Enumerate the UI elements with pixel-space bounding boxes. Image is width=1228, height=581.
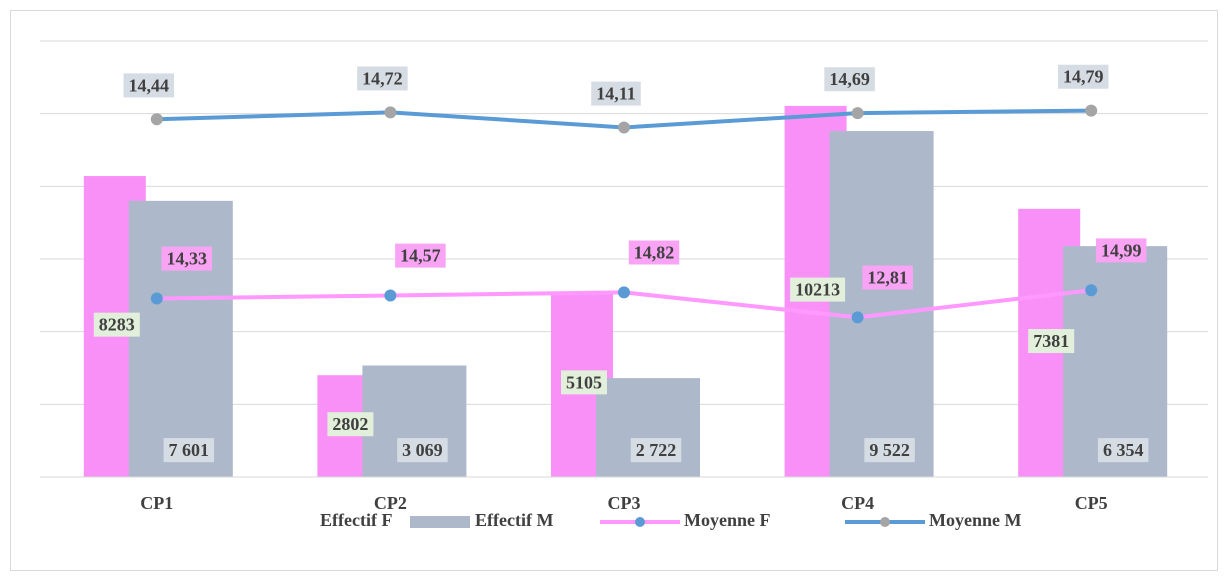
x-tick-label: CP5	[1075, 493, 1108, 513]
legend-label: Effectif F	[320, 510, 392, 530]
legend-swatch	[410, 516, 470, 528]
data-label-box	[161, 246, 213, 271]
data-label-box	[628, 240, 680, 265]
x-tick-label: CP2	[374, 493, 407, 513]
data-label: 6 354	[1103, 440, 1144, 460]
data-label-box	[790, 277, 846, 302]
data-label-box	[1097, 438, 1149, 463]
data-label: 10213	[795, 280, 840, 300]
data-label: 8283	[99, 315, 135, 335]
marker	[618, 121, 630, 134]
marker	[150, 292, 163, 305]
legend-label: Moyenne M	[929, 510, 1021, 530]
data-label: 9 522	[869, 440, 910, 460]
data-label: 14,69	[829, 69, 870, 89]
data-label-box	[93, 312, 140, 337]
data-label-box	[327, 412, 374, 437]
data-label: 2802	[332, 414, 368, 434]
data-label-box	[1095, 238, 1147, 263]
data-label-box	[1057, 64, 1109, 89]
bar	[829, 131, 934, 477]
marker	[384, 289, 397, 302]
data-label: 3 069	[402, 440, 443, 460]
marker	[1085, 284, 1098, 297]
data-label-box	[630, 438, 682, 463]
legend-label: Effectif M	[475, 510, 553, 530]
data-label: 14,57	[400, 246, 441, 266]
data-label-box	[862, 265, 913, 290]
data-label: 2 722	[636, 440, 677, 460]
data-label-box	[357, 66, 408, 91]
data-label-box	[824, 67, 875, 92]
data-label: 7381	[1033, 331, 1069, 351]
data-label-box	[123, 73, 175, 98]
bar	[128, 200, 233, 478]
data-label-box	[864, 438, 915, 463]
data-label-box	[397, 438, 448, 463]
legend-label: Moyenne F	[684, 510, 770, 530]
legend-marker	[880, 517, 890, 527]
marker	[1085, 104, 1098, 117]
data-label: 14,72	[362, 68, 403, 88]
data-label: 14,44	[129, 75, 170, 95]
marker	[618, 286, 630, 299]
data-label-box	[561, 370, 607, 395]
data-label: 14,99	[1101, 240, 1142, 260]
data-label-box	[1028, 329, 1075, 354]
data-label-box	[163, 438, 215, 463]
marker	[851, 311, 864, 324]
data-label: 12,81	[867, 268, 908, 288]
data-label-box	[591, 81, 641, 106]
bar	[596, 378, 700, 477]
data-label: 7 601	[169, 440, 210, 460]
data-label: 14,82	[634, 243, 675, 263]
marker	[851, 107, 864, 120]
data-label: 5105	[566, 372, 602, 392]
x-tick-label: CP3	[608, 493, 641, 513]
legend-marker	[635, 517, 645, 527]
marker	[150, 113, 163, 126]
data-label: 14,79	[1063, 67, 1104, 87]
data-label: 14,11	[596, 84, 636, 104]
x-tick-label: CP1	[140, 493, 173, 513]
marker	[384, 106, 397, 119]
x-tick-label: CP4	[841, 493, 874, 513]
data-label-box	[395, 243, 446, 268]
data-label: 14,33	[167, 249, 208, 269]
